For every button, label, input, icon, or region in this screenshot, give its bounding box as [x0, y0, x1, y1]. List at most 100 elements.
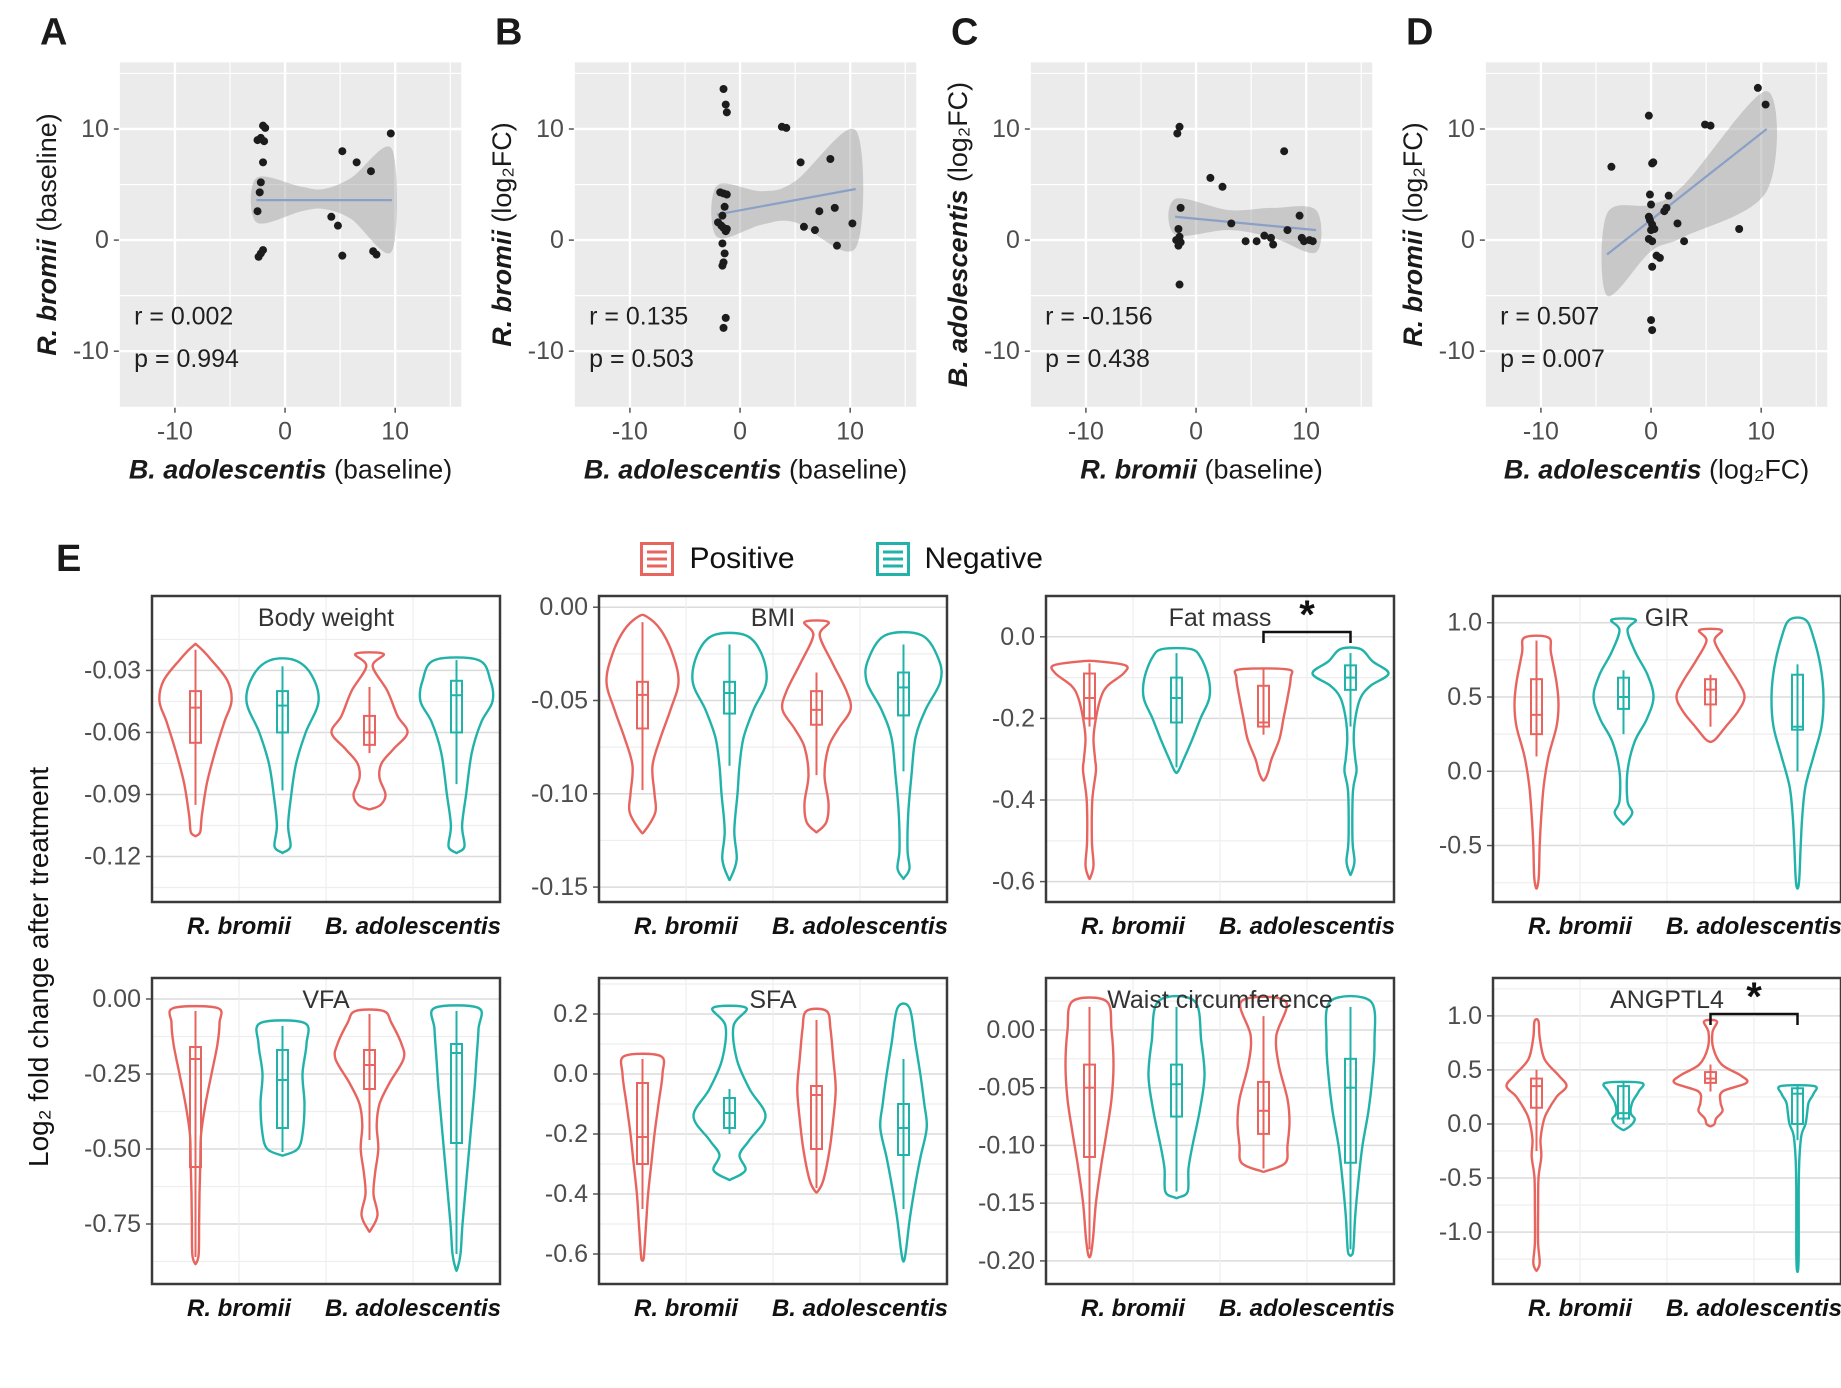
axis-ticks: -10 0 10 -10 0 10 — [528, 115, 864, 446]
panel-e-header: E Positive — [18, 528, 1841, 590]
gridlines — [575, 62, 917, 407]
violin-panel-angptl4: ANGPTL4 * 1.0 0.5 0.0 -0.5 -1.0 R. bromii B. ado… — [1439, 975, 1841, 1322]
data-points — [1171, 122, 1317, 289]
panel-border — [150, 594, 502, 904]
legend-item-negative: Negative — [875, 541, 1043, 577]
violin-3-positive — [1236, 995, 1291, 1174]
svg-text:0: 0 — [278, 418, 292, 446]
svg-text:r = 0.002: r = 0.002 — [134, 303, 233, 331]
svg-text:-0.2: -0.2 — [545, 1120, 588, 1148]
panel-e-body: Log₂ fold change after treatment Body we… — [18, 590, 1841, 1344]
violin-2-negative — [255, 1019, 310, 1157]
significance-bracket: * — [1709, 975, 1799, 1025]
svg-text:0.0: 0.0 — [1000, 623, 1035, 651]
axis-ticks: 0.2 0.0 -0.2 -0.4 -0.6 — [545, 1000, 598, 1268]
svg-text:-10: -10 — [73, 337, 109, 365]
svg-text:-10: -10 — [612, 418, 648, 446]
svg-text:10: 10 — [837, 418, 865, 446]
violin-panel-body-weight: Body weight -0.03 -0.06 -0.09 -0.12 R. bromii… — [84, 594, 502, 940]
panel-border — [1491, 594, 1841, 904]
y-axis-label: B. adolescentis (log₂FC) — [942, 82, 972, 387]
group-label-0: R. bromii — [1081, 913, 1186, 940]
panel-border — [597, 976, 949, 1286]
positive-violin-swatch-icon — [640, 542, 675, 576]
svg-text:-1.0: -1.0 — [1439, 1218, 1482, 1246]
legend-item-positive: Positive — [639, 541, 795, 577]
gridlines — [152, 596, 500, 902]
svg-text:-0.6: -0.6 — [545, 1240, 588, 1268]
regression-line — [1174, 215, 1316, 232]
svg-text:0.00: 0.00 — [986, 1016, 1035, 1044]
violin-1-positive — [168, 1004, 223, 1266]
legend: Positive Negative — [639, 541, 1043, 577]
confidence-band — [1601, 91, 1777, 297]
group-label-1: B. adolescentis — [772, 913, 948, 940]
shared-y-axis-label: Log₂ fold change after treatment — [23, 767, 54, 1168]
violin-4-negative — [1324, 994, 1377, 1258]
violin-panel-bmi: BMI 0.00 -0.05 -0.10 -0.15 R. bromii B. adoles… — [531, 593, 949, 940]
data-points — [1607, 83, 1770, 335]
svg-text:-0.09: -0.09 — [84, 780, 141, 808]
facet-title: VFA — [302, 986, 350, 1014]
svg-text:r = 0.135: r = 0.135 — [589, 303, 688, 331]
violin-2-negative — [245, 657, 320, 855]
svg-text:0: 0 — [550, 226, 564, 254]
y-axis-label: R. bromii (log₂FC) — [1398, 122, 1428, 346]
gridlines — [119, 62, 462, 407]
svg-text:-0.20: -0.20 — [978, 1247, 1035, 1275]
group-label-1: B. adolescentis — [772, 1295, 948, 1322]
gridlines — [599, 978, 947, 1284]
scatter-panel-B: B -10 0 10 -10 0 10 r = 0.135 p = 0.503 R. bromii… — [487, 11, 917, 485]
axis-ticks: 0.00 -0.05 -0.10 -0.15 — [531, 593, 598, 901]
violin-4-negative — [1777, 1084, 1818, 1274]
svg-text:-0.15: -0.15 — [978, 1189, 1035, 1217]
svg-text:-10: -10 — [528, 337, 564, 365]
svg-text:-10: -10 — [983, 337, 1019, 365]
svg-text:10: 10 — [1447, 115, 1475, 143]
svg-text:0: 0 — [733, 418, 747, 446]
confidence-band — [711, 128, 864, 252]
gridlines — [1493, 596, 1841, 902]
group-label-0: R. bromii — [1081, 1295, 1186, 1322]
svg-text:0.5: 0.5 — [1447, 683, 1482, 711]
violin-2-negative — [1141, 646, 1212, 775]
violin-4-negative — [430, 1004, 483, 1273]
svg-text:1.0: 1.0 — [1447, 609, 1482, 637]
facet-title: Fat mass — [1169, 604, 1272, 632]
svg-text:1.0: 1.0 — [1447, 1002, 1482, 1030]
correlation-stats: r = 0.507 p = 0.007 — [1500, 303, 1605, 373]
scatter-row: A -10 0 10 -10 0 10 r = 0.002 p = 0.994 R. bromii… — [26, 6, 1841, 524]
regression-line — [716, 187, 857, 216]
svg-text:0.2: 0.2 — [553, 1000, 588, 1028]
y-axis-label: R. bromii (log₂FC) — [487, 122, 517, 346]
svg-text:0.00: 0.00 — [539, 593, 588, 621]
legend-label-negative: Negative — [924, 542, 1043, 575]
svg-text:p = 0.438: p = 0.438 — [1045, 345, 1150, 373]
axis-ticks: -10 0 10 -10 0 10 — [73, 115, 409, 446]
facet-title: Body weight — [258, 604, 394, 632]
svg-text:-0.50: -0.50 — [84, 1135, 141, 1163]
violin-panel-sfa: SFA 0.2 0.0 -0.2 -0.4 -0.6 R. bromii B. adolesc… — [545, 976, 949, 1322]
group-label-0: R. bromii — [187, 913, 292, 940]
axis-ticks: 1.0 0.5 0.0 -0.5 -1.0 — [1439, 1002, 1492, 1246]
axis-ticks: 1.0 0.5 0.0 -0.5 — [1439, 609, 1492, 860]
axis-ticks: -0.03 -0.06 -0.09 -0.12 — [84, 656, 151, 871]
svg-text:-10: -10 — [157, 418, 193, 446]
violin-4-negative — [878, 1002, 929, 1263]
violin-1-positive — [1505, 1018, 1568, 1273]
svg-text:0.0: 0.0 — [1447, 1110, 1482, 1138]
gridlines — [152, 978, 500, 1284]
svg-text:10: 10 — [536, 115, 564, 143]
violin-2-negative — [691, 631, 768, 882]
svg-text:-10: -10 — [1067, 418, 1103, 446]
svg-text:10: 10 — [381, 418, 409, 446]
violin-4-negative — [418, 656, 495, 855]
gridlines — [1493, 978, 1841, 1284]
panel-border — [1044, 594, 1396, 904]
svg-text:-0.5: -0.5 — [1439, 1164, 1482, 1192]
svg-text:-0.05: -0.05 — [531, 686, 588, 714]
plot-background — [575, 62, 917, 407]
group-label-0: R. bromii — [634, 1295, 739, 1322]
violin-3-positive — [1675, 627, 1746, 744]
gridlines — [599, 596, 947, 902]
